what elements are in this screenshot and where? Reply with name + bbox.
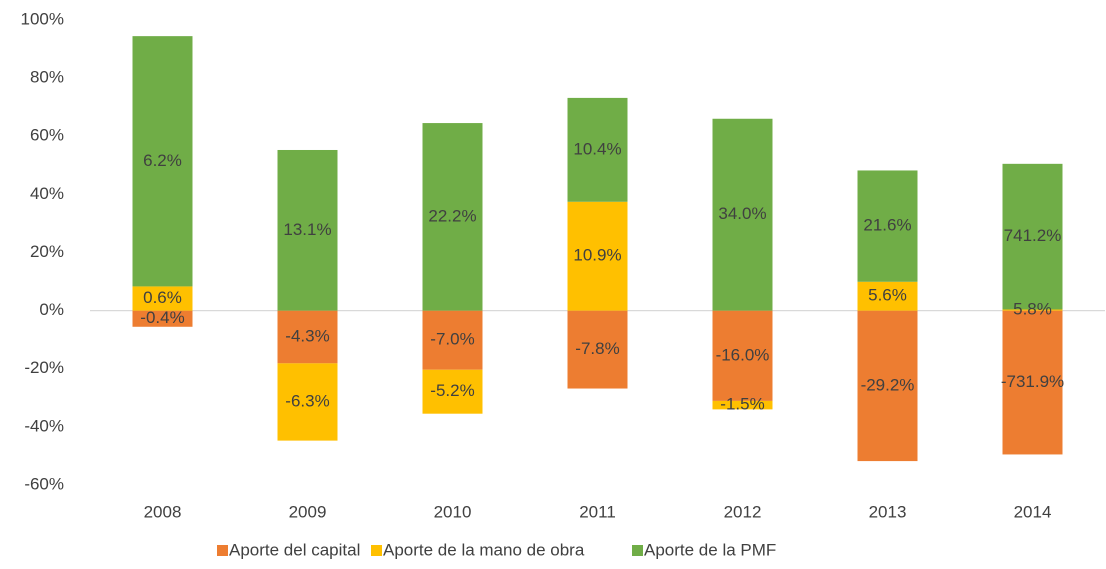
legend-swatch	[371, 545, 382, 556]
bar-segment	[422, 369, 483, 414]
data-label: 22.2%	[428, 206, 476, 225]
data-label: 6.2%	[143, 151, 182, 170]
bar-segment	[567, 201, 628, 311]
y-tick-label: 0%	[39, 300, 64, 319]
bar-segment	[857, 310, 918, 462]
data-label: -7.8%	[575, 339, 619, 358]
data-label: -5.2%	[430, 381, 474, 400]
bar-segment	[712, 400, 773, 410]
bar-segment	[422, 310, 483, 370]
legend-swatch	[217, 545, 228, 556]
y-tick-label: 20%	[30, 242, 64, 261]
bar-segment	[132, 310, 193, 327]
bar-segment	[132, 36, 193, 287]
y-tick-label: -20%	[24, 358, 64, 377]
x-tick-label: 2013	[869, 502, 907, 521]
data-label: -731.9%	[1001, 372, 1064, 391]
bar-segment	[857, 170, 918, 282]
legend-label: Aporte del capital	[229, 540, 360, 559]
bar-segment	[567, 310, 628, 389]
data-label: 34.0%	[718, 204, 766, 223]
data-label: 13.1%	[283, 220, 331, 239]
legend-label: Aporte de la PMF	[644, 540, 776, 559]
bar-segment	[712, 118, 773, 311]
bar-segment	[422, 123, 483, 311]
y-tick-label: 60%	[30, 126, 64, 145]
data-label: -16.0%	[716, 345, 770, 364]
data-label: 741.2%	[1004, 226, 1062, 245]
bar-segment	[1002, 309, 1063, 311]
legend-label: Aporte de la mano de obra	[383, 540, 585, 559]
data-label: 0.6%	[143, 288, 182, 307]
bar-segment	[712, 310, 773, 401]
bar-segment	[1002, 310, 1063, 455]
x-tick-label: 2014	[1014, 502, 1052, 521]
data-label: -4.3%	[285, 326, 329, 345]
bar-segment	[857, 281, 918, 311]
data-label: 21.6%	[863, 216, 911, 235]
bar-segment	[567, 97, 628, 202]
bar-segment	[132, 286, 193, 311]
bar-segment	[277, 310, 338, 364]
legend-swatch	[632, 545, 643, 556]
y-tick-label: 40%	[30, 184, 64, 203]
data-label: 10.9%	[573, 246, 621, 265]
y-tick-label: -60%	[24, 474, 64, 493]
bar-segment	[277, 149, 338, 311]
data-label: 5.6%	[868, 286, 907, 305]
y-tick-label: 100%	[21, 9, 64, 28]
x-tick-label: 2008	[144, 502, 182, 521]
y-tick-label: 80%	[30, 68, 64, 87]
data-label: -0.4%	[140, 308, 184, 327]
x-tick-label: 2010	[434, 502, 472, 521]
data-label: -29.2%	[861, 375, 915, 394]
data-label: -1.5%	[720, 395, 764, 414]
data-label: -6.3%	[285, 391, 329, 410]
data-label: 10.4%	[573, 139, 621, 158]
x-tick-label: 2011	[579, 502, 616, 521]
data-label: -7.0%	[430, 330, 474, 349]
x-tick-label: 2009	[289, 502, 327, 521]
bar-segment	[1002, 163, 1063, 310]
x-tick-label: 2012	[724, 502, 762, 521]
y-tick-label: -40%	[24, 416, 64, 435]
bar-segment	[277, 363, 338, 441]
data-label: 5.8%	[1013, 300, 1052, 319]
